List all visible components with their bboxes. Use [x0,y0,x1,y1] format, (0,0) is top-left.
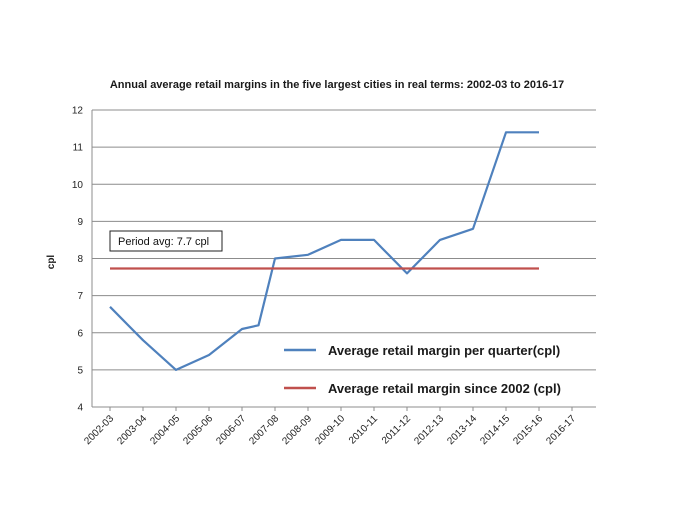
y-tick-label: 6 [77,328,83,339]
x-tick-label: 2003-04 [115,413,149,447]
y-tick-label: 4 [77,403,83,414]
legend-label: Average retail margin per quarter(cpl) [328,343,560,358]
x-tick-label: 2008-09 [280,413,314,447]
y-tick-label: 10 [72,180,84,191]
y-tick-label: 5 [77,365,83,376]
x-tick-label: 2010-11 [347,413,381,447]
period-average-annotation: Period avg: 7.7 cpl [109,230,223,252]
x-tick-label: 2013-14 [445,413,479,447]
x-tick-label: 2014-15 [478,413,512,447]
x-tick-label: 2005-06 [181,413,215,447]
x-tick-label: 2007-08 [247,413,281,447]
x-tick-label: 2011-12 [380,413,414,447]
y-tick-label: 12 [72,106,84,117]
x-tick-label: 2009-10 [313,413,347,447]
x-tick-label: 2004-05 [148,413,182,447]
x-tick-label: 2016-17 [544,413,578,447]
y-tick-label: 8 [77,254,83,265]
x-tick-label: 2006-07 [214,413,248,447]
legend: Average retail margin per quarter(cpl) Av… [284,343,561,396]
annotation-box [109,230,223,252]
y-axis-label: cpl [46,255,57,270]
y-axis-ticks: 4 5 6 7 8 9 10 11 12 [72,106,84,414]
series-line-margin-per-quarter [109,131,539,371]
y-tick-label: 7 [77,291,83,302]
x-tick-label: 2012-13 [412,413,446,447]
x-axis-ticks: 2002-03 2003-04 2004-05 2005-06 2006-07 2007-… [82,407,578,447]
chart-title: Annual average retail margins in the fiv… [110,79,564,91]
y-tick-label: 9 [77,217,83,228]
x-tick-label: 2002-03 [82,413,116,447]
x-tick-label: 2015-16 [511,413,545,447]
y-tick-label: 11 [73,143,84,154]
series-layer [109,131,539,371]
annotation-text: Period avg: 7.7 cpl [118,236,209,248]
legend-label: Average retail margin since 2002 (cpl) [328,381,561,396]
